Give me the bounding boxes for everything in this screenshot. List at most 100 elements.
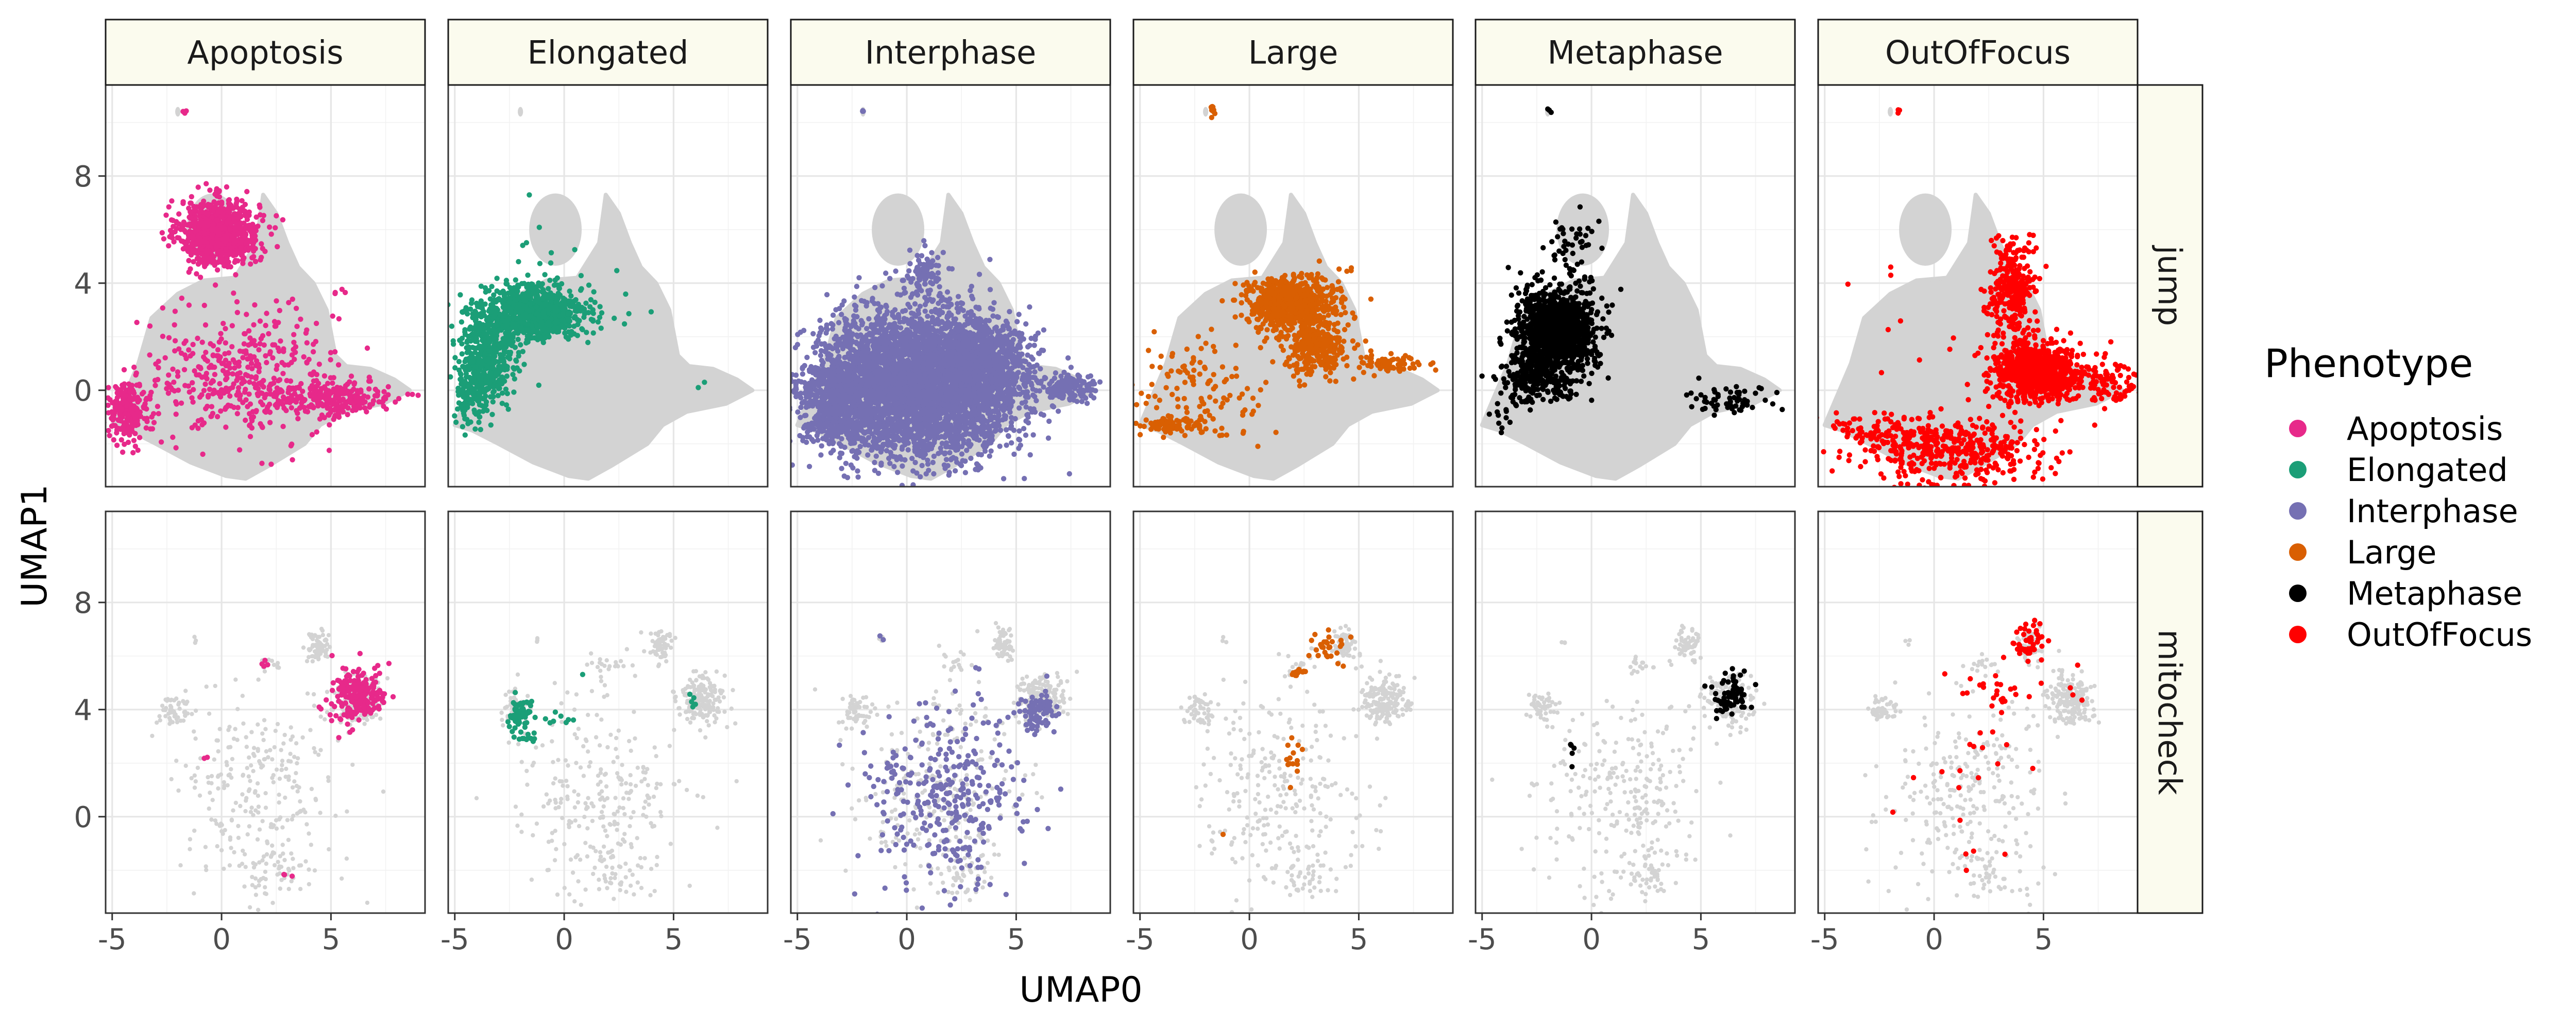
data-point xyxy=(106,385,111,390)
data-point xyxy=(489,411,495,417)
data-point xyxy=(148,389,154,395)
data-point xyxy=(511,285,517,290)
data-point xyxy=(473,385,480,390)
data-point xyxy=(460,310,466,315)
data-point xyxy=(132,443,138,449)
data-point xyxy=(280,371,286,376)
data-point xyxy=(553,300,560,305)
data-point xyxy=(534,311,539,317)
data-point xyxy=(898,325,904,331)
data-point xyxy=(448,374,453,380)
data-point xyxy=(348,400,353,406)
data-point xyxy=(472,426,478,432)
data-point xyxy=(525,272,531,278)
data-point xyxy=(130,450,136,456)
data-point xyxy=(244,188,250,195)
data-point xyxy=(568,293,574,299)
data-point xyxy=(565,311,571,317)
data-point xyxy=(1016,428,1022,434)
data-point xyxy=(231,219,238,225)
data-point xyxy=(243,372,249,377)
data-point xyxy=(210,353,216,358)
data-point xyxy=(934,498,939,503)
data-point xyxy=(574,333,581,338)
data-point xyxy=(234,310,240,315)
data-point xyxy=(183,356,189,362)
data-point xyxy=(458,404,464,410)
data-point xyxy=(311,341,316,347)
data-point xyxy=(188,209,193,215)
data-point xyxy=(172,388,177,394)
data-point xyxy=(507,285,513,290)
data-point xyxy=(791,462,795,468)
background-cloud xyxy=(175,107,181,117)
data-point xyxy=(238,249,244,255)
data-point xyxy=(535,329,540,335)
data-point xyxy=(900,463,905,469)
data-point xyxy=(503,334,509,340)
data-point xyxy=(207,386,213,392)
data-point xyxy=(293,385,299,391)
data-point xyxy=(280,423,286,430)
data-point xyxy=(988,448,994,454)
data-point xyxy=(167,234,173,239)
data-point xyxy=(170,434,176,440)
data-point xyxy=(463,367,468,373)
data-point xyxy=(578,287,584,293)
data-point xyxy=(304,340,310,346)
data-point xyxy=(514,358,519,364)
data-point xyxy=(330,313,335,319)
data-point xyxy=(215,260,221,265)
data-point xyxy=(415,392,421,398)
data-point xyxy=(912,301,918,307)
data-point xyxy=(189,395,195,401)
data-point xyxy=(247,245,252,251)
data-point xyxy=(209,252,215,258)
data-point xyxy=(482,301,488,307)
data-point xyxy=(452,413,457,419)
data-point xyxy=(180,200,186,207)
data-point xyxy=(251,254,257,260)
data-point xyxy=(1018,442,1024,448)
data-point xyxy=(166,204,172,210)
data-point xyxy=(283,408,289,414)
data-point xyxy=(529,323,535,329)
data-point xyxy=(117,392,123,398)
background-points xyxy=(452,107,755,481)
data-point xyxy=(459,341,465,347)
data-point xyxy=(107,433,112,438)
data-point xyxy=(147,426,154,432)
data-point xyxy=(572,247,578,252)
data-point xyxy=(878,460,884,466)
data-point xyxy=(331,417,336,422)
data-point xyxy=(311,391,317,398)
data-point xyxy=(273,394,279,400)
data-point xyxy=(155,404,161,409)
data-point xyxy=(824,292,830,298)
data-point xyxy=(155,376,161,383)
data-point xyxy=(365,394,371,400)
data-point xyxy=(192,422,198,428)
data-point xyxy=(490,298,497,304)
data-point xyxy=(472,338,478,344)
data-point xyxy=(194,241,200,247)
data-point xyxy=(247,401,253,407)
data-point xyxy=(114,430,120,436)
data-point xyxy=(223,424,229,430)
data-point xyxy=(170,366,176,372)
data-point xyxy=(223,357,229,363)
data-point xyxy=(243,417,248,423)
data-point xyxy=(585,339,591,346)
data-point xyxy=(202,381,208,387)
data-point xyxy=(106,395,111,401)
data-point xyxy=(581,314,587,320)
data-point xyxy=(1004,427,1009,433)
data-point xyxy=(290,296,295,302)
data-point xyxy=(562,330,568,336)
data-point xyxy=(129,409,135,415)
data-point xyxy=(117,426,123,432)
data-point xyxy=(216,248,222,254)
data-point xyxy=(969,283,975,289)
data-point xyxy=(263,409,269,415)
data-point xyxy=(529,330,534,336)
